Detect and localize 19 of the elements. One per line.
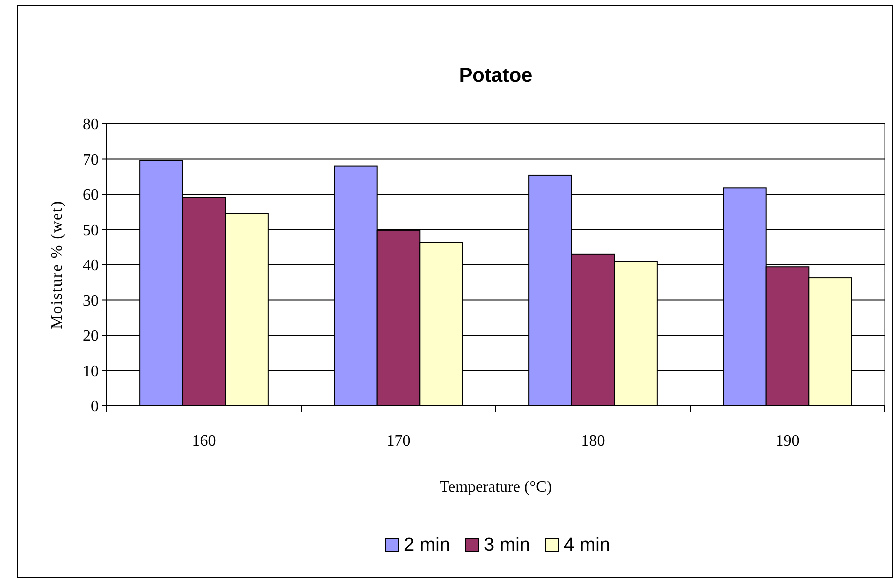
- x-tick-label: 190: [776, 433, 800, 450]
- y-tick-label: 30: [83, 292, 99, 310]
- y-tick-label: 10: [83, 363, 99, 380]
- y-tick-label: 50: [83, 222, 99, 240]
- chart-title: Potatoe: [459, 65, 533, 87]
- legend-label: 4 min: [564, 535, 610, 556]
- y-tick-label: 60: [83, 187, 99, 204]
- y-axis-title: Moisture % (wet): [49, 200, 66, 330]
- x-tick-label: 180: [581, 433, 606, 450]
- y-tick-label: 70: [83, 152, 99, 169]
- y-tick-label: 40: [83, 258, 99, 275]
- x-axis-title: Temperature (°C): [440, 479, 552, 496]
- y-tick-label: 0: [91, 398, 99, 416]
- legend-label: 3 min: [484, 535, 530, 556]
- x-tick-label: 170: [386, 433, 411, 450]
- y-tick-label: 80: [83, 116, 99, 134]
- x-tick-label: 160: [192, 433, 216, 450]
- y-tick-label: 20: [83, 328, 99, 346]
- legend-label: 2 min: [404, 535, 450, 556]
